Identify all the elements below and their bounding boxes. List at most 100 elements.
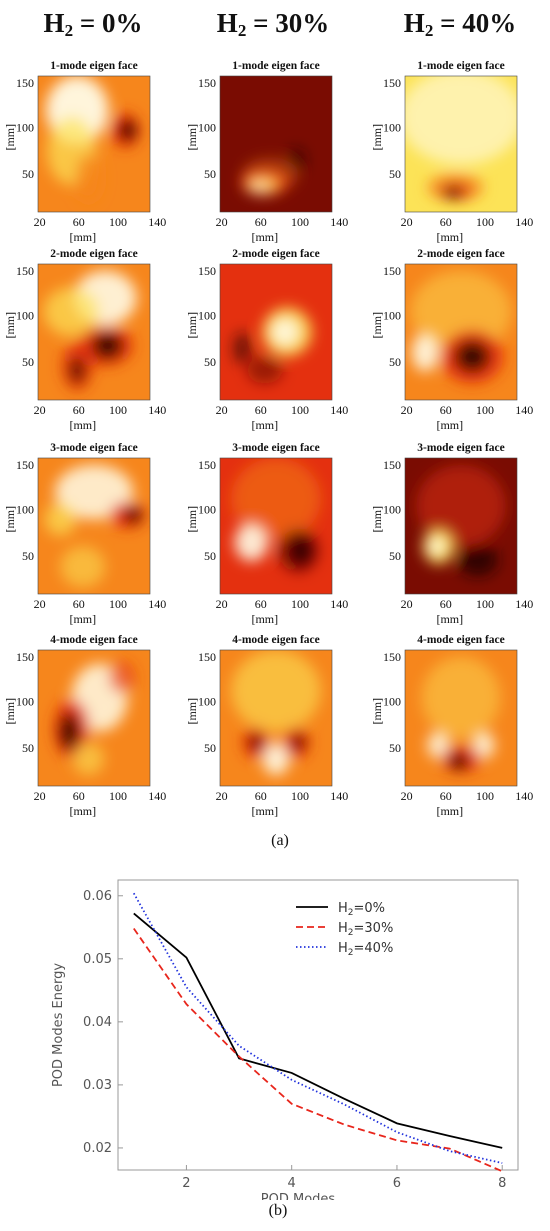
panel-title: 2-mode eigen face	[232, 248, 320, 260]
heatmap-xtick-label: 60	[440, 215, 452, 229]
heatmap-xtick-label: 60	[440, 403, 452, 417]
plot-frame	[117, 879, 519, 1171]
heatmap-xtick-label: 20	[216, 403, 228, 417]
eigen-face-panel: 2-mode eigen face 150 100 50 20 60 100 140 [mm] […	[367, 248, 537, 438]
heatmap-blob	[411, 333, 439, 372]
heatmap-ytick-label: 50	[389, 549, 401, 563]
series-line-2	[133, 892, 503, 1164]
heatmap-ytick-label: 50	[389, 741, 401, 755]
heatmap-xtick-label: 60	[73, 403, 85, 417]
heatmap-yaxis-label: [mm]	[185, 698, 199, 725]
heatmap-blob	[233, 332, 252, 365]
heatmap-blob	[118, 119, 137, 142]
heatmap-plot: 150 100 50 20 60 100 140 [mm] [mm]	[370, 75, 533, 244]
heatmap-xtick-label: 20	[216, 789, 228, 803]
heatmap-blob	[124, 506, 143, 524]
heatmap-ytick-label: 100	[383, 503, 401, 517]
panel-title: 3-mode eigen face	[50, 442, 138, 454]
heatmap-xaxis-label: [mm]	[436, 612, 463, 626]
heatmap-xtick-label: 140	[330, 597, 348, 611]
series-line-0	[133, 912, 503, 1149]
heatmap-yaxis-label: [mm]	[185, 312, 199, 339]
x-axis-label: POD Modes	[261, 1192, 336, 1200]
heatmap-xtick-label: 140	[515, 403, 533, 417]
heatmap-xaxis-label: [mm]	[251, 612, 278, 626]
heatmap-yaxis-label: [mm]	[3, 698, 17, 725]
heatmap-ytick-label: 100	[16, 309, 34, 323]
heatmap-xaxis-label: [mm]	[436, 418, 463, 432]
legend-label: H2=0%	[338, 901, 385, 918]
heatmap-ytick-label: 100	[198, 503, 216, 517]
heatmap-ytick-label: 150	[16, 458, 34, 472]
legend-label: H2=30%	[338, 921, 393, 938]
heatmap-xtick-label: 100	[291, 403, 309, 417]
heatmap-blob	[421, 656, 501, 739]
heatmap-xtick-label: 100	[109, 597, 127, 611]
heatmap-xtick-label: 60	[255, 597, 267, 611]
panel-title: 1-mode eigen face	[50, 60, 138, 72]
heatmap-yaxis-label: [mm]	[370, 506, 384, 533]
heatmap-yaxis-label: [mm]	[3, 312, 17, 339]
heatmap-xtick-label: 140	[148, 789, 166, 803]
x-tick-label: 2	[182, 1176, 190, 1191]
heatmap-xtick-label: 60	[255, 403, 267, 417]
panel-title: 3-mode eigen face	[232, 442, 320, 454]
heatmap-ytick-label: 100	[16, 121, 34, 135]
heatmap-xtick-label: 20	[34, 597, 46, 611]
heatmap-xaxis-label: [mm]	[251, 804, 278, 818]
x-tick-label: 6	[393, 1176, 401, 1191]
heatmap-plot: 150 100 50 20 60 100 140 [mm] [mm]	[370, 649, 533, 818]
heatmap-xtick-label: 140	[330, 789, 348, 803]
heatmap-ytick-label: 50	[22, 549, 34, 563]
heatmap-plot: 150 100 50 20 60 100 140 [mm] [mm]	[185, 649, 348, 818]
heatmap-xtick-label: 140	[515, 215, 533, 229]
caption-a: (a)	[271, 832, 289, 849]
panel-title: 1-mode eigen face	[417, 60, 505, 72]
heatmap-yaxis-label: [mm]	[185, 506, 199, 533]
heatmap-plot: 150 100 50 20 60 100 140 [mm] [mm]	[370, 263, 533, 432]
heatmap-xtick-label: 140	[148, 215, 166, 229]
heatmap-ytick-label: 100	[16, 695, 34, 709]
heatmap-xtick-label: 100	[291, 597, 309, 611]
heatmap-plot: 150 100 50 20 60 100 140 [mm] [mm]	[3, 457, 166, 626]
column-header-h2-30: H2 = 30%	[216, 8, 330, 40]
heatmap-xtick-label: 60	[73, 789, 85, 803]
heatmap-xaxis-label: [mm]	[251, 418, 278, 432]
eigen-face-panel: 1-mode eigen face 150 100 50 20 60 100 140 [mm] […	[367, 60, 537, 250]
heatmap-xtick-label: 100	[109, 789, 127, 803]
eigen-face-panel: 3-mode eigen face 150 100 50 20 60 100 140 [mm] […	[367, 442, 537, 632]
heatmap-xtick-label: 20	[401, 215, 413, 229]
heatmap-xaxis-label: [mm]	[69, 804, 96, 818]
heatmap-yaxis-label: [mm]	[370, 124, 384, 151]
eigen-face-panel: 2-mode eigen face 150 100 50 20 60 100 140 [mm] […	[0, 248, 170, 438]
heatmap-ytick-label: 100	[198, 121, 216, 135]
heatmap-blob	[410, 270, 512, 353]
heatmap-yaxis-label: [mm]	[370, 698, 384, 725]
heatmap-ytick-label: 50	[22, 741, 34, 755]
heatmap-blob	[231, 458, 321, 540]
heatmap-ytick-label: 50	[389, 355, 401, 369]
heatmap-plot: 150 100 50 20 60 100 140 [mm] [mm]	[185, 457, 348, 626]
heatmap-blob	[457, 543, 498, 577]
heatmap-xtick-label: 20	[216, 215, 228, 229]
heatmap-plot: 150 100 50 20 60 100 140 [mm] [mm]	[3, 75, 166, 244]
heatmap-xtick-label: 140	[330, 403, 348, 417]
heatmap-xtick-label: 60	[73, 215, 85, 229]
heatmap-ytick-label: 150	[16, 76, 34, 90]
heatmap-xtick-label: 60	[73, 597, 85, 611]
heatmap-ytick-label: 100	[198, 309, 216, 323]
heatmap-blob	[428, 538, 445, 555]
heatmap-xtick-label: 100	[476, 597, 494, 611]
legend-label: H2=40%	[338, 941, 393, 958]
heatmap-blob	[43, 287, 100, 337]
heatmap-ytick-label: 150	[383, 458, 401, 472]
heatmap-xtick-label: 60	[255, 789, 267, 803]
heatmap-xtick-label: 140	[148, 597, 166, 611]
heatmap-ytick-label: 50	[22, 355, 34, 369]
heatmap-xtick-label: 100	[109, 215, 127, 229]
y-tick-label: 0.04	[83, 1015, 112, 1030]
heatmap-ytick-label: 50	[204, 741, 216, 755]
panel-title: 4-mode eigen face	[417, 634, 505, 646]
heatmap-blob	[242, 157, 299, 191]
heatmap-ytick-label: 150	[383, 264, 401, 278]
